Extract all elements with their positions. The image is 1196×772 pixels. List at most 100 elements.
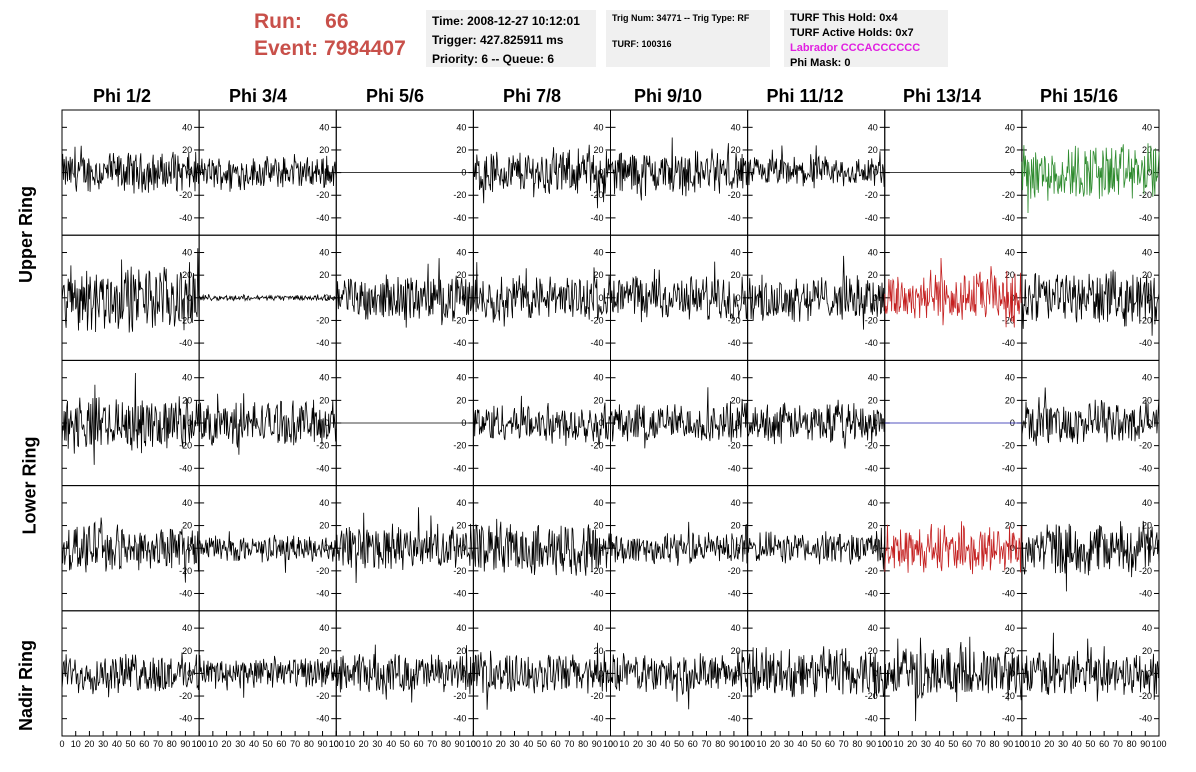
- y-tick-label: 0: [736, 543, 741, 553]
- waveform-trace: [747, 255, 886, 330]
- x-tick-label: 20: [770, 739, 780, 749]
- x-tick-label: 0: [1019, 739, 1024, 749]
- y-tick-label: -40: [316, 338, 329, 348]
- waveform-trace: [884, 636, 1023, 722]
- y-tick-label: 40: [868, 373, 878, 383]
- y-tick-label: -20: [453, 441, 466, 451]
- y-tick-label: -20: [728, 190, 741, 200]
- y-tick-label: -40: [865, 588, 878, 598]
- y-tick-label: -40: [865, 338, 878, 348]
- y-tick-label: 40: [593, 498, 603, 508]
- y-tick-label: 20: [593, 270, 603, 280]
- waveform-trace: [473, 642, 611, 710]
- x-tick-label: 50: [126, 739, 136, 749]
- waveform-trace: [473, 262, 611, 327]
- waveform-trace: [61, 145, 200, 194]
- y-tick-label: -20: [590, 566, 603, 576]
- y-tick-label: -20: [179, 315, 192, 325]
- waveform-trace: [61, 372, 200, 465]
- panel-r0-c0: -40 -20 0 20 40: [61, 109, 200, 236]
- x-tick-label: 0: [471, 739, 476, 749]
- x-tick-label: 70: [153, 739, 163, 749]
- y-tick-label: 40: [319, 498, 329, 508]
- y-tick-label: 40: [456, 498, 466, 508]
- x-tick-label: 10: [71, 739, 81, 749]
- y-tick-label: 0: [598, 293, 603, 303]
- y-tick-label: 20: [868, 395, 878, 405]
- x-tick-label: 20: [84, 739, 94, 749]
- y-tick-label: 40: [731, 248, 741, 258]
- y-tick-label: -40: [1139, 588, 1152, 598]
- x-tick-label: 40: [112, 739, 122, 749]
- x-tick-label: 10: [208, 739, 218, 749]
- x-tick-label: 90: [455, 739, 465, 749]
- panel-r1-c7: -40 -20 0 20 40: [1021, 234, 1160, 361]
- y-tick-label: 40: [868, 248, 878, 258]
- panel-r3-c4: -40 -20 0 20 40: [610, 485, 749, 612]
- x-tick-label: 80: [989, 739, 999, 749]
- y-tick-label: 40: [456, 623, 466, 633]
- x-tick-label: 80: [1127, 739, 1137, 749]
- x-tick-label: 20: [1044, 739, 1054, 749]
- y-tick-label: 20: [1142, 646, 1152, 656]
- x-tick-label: 50: [537, 739, 547, 749]
- y-tick-label: 20: [1005, 521, 1015, 531]
- y-tick-label: -40: [728, 213, 741, 223]
- y-tick-label: 20: [1142, 145, 1152, 155]
- turf-info-box: TURF This Hold: 0x4 TURF Active Holds: 0…: [784, 10, 948, 69]
- y-tick-label: 40: [731, 373, 741, 383]
- y-tick-label: -20: [316, 691, 329, 701]
- y-tick-label: 0: [1147, 668, 1152, 678]
- y-tick-label: -40: [453, 714, 466, 724]
- y-tick-label: -20: [590, 691, 603, 701]
- event-label: Event:: [254, 37, 319, 60]
- y-tick-label: 40: [456, 122, 466, 132]
- x-tick-label: 30: [647, 739, 657, 749]
- y-tick-label: 20: [1005, 646, 1015, 656]
- x-tick-label: 40: [1072, 739, 1082, 749]
- y-tick-label: 20: [456, 395, 466, 405]
- y-tick-label: 20: [868, 145, 878, 155]
- y-tick-label: -40: [590, 338, 603, 348]
- x-tick-label: 0: [745, 739, 750, 749]
- x-tick-label: 20: [222, 739, 232, 749]
- x-tick-label: 40: [660, 739, 670, 749]
- x-tick-label: 100: [877, 739, 892, 749]
- panel-r3-c6: -40 -20 0 20 40: [884, 485, 1023, 612]
- y-tick-label: 20: [731, 145, 741, 155]
- x-tick-label: 0: [197, 739, 202, 749]
- x-tick-label: 100: [192, 739, 207, 749]
- x-tick-label: 0: [59, 739, 64, 749]
- x-tick-label: 100: [603, 739, 618, 749]
- y-tick-label: 40: [182, 248, 192, 258]
- y-tick-label: 20: [1142, 521, 1152, 531]
- waveform-trace: [335, 507, 474, 584]
- x-tick-label: 70: [290, 739, 300, 749]
- y-tick-label: 40: [319, 373, 329, 383]
- y-tick-label: -20: [1002, 315, 1015, 325]
- y-tick-label: -20: [179, 691, 192, 701]
- column-label-phi-9-10: Phi 9/10: [633, 86, 703, 106]
- waveform-trace: [747, 646, 886, 699]
- y-tick-label: -40: [590, 588, 603, 598]
- x-tick-label: 100: [466, 739, 481, 749]
- waveform-trace: [747, 145, 886, 189]
- y-tick-label: 20: [456, 270, 466, 280]
- x-tick-label: 20: [633, 739, 643, 749]
- x-tick-label: 40: [523, 739, 533, 749]
- y-tick-label: 40: [731, 122, 741, 132]
- x-tick-label: 30: [372, 739, 382, 749]
- y-tick-label: -40: [453, 463, 466, 473]
- y-tick-label: 40: [182, 623, 192, 633]
- x-tick-label: 50: [400, 739, 410, 749]
- y-tick-label: 40: [319, 623, 329, 633]
- waveform-trace: [335, 644, 474, 703]
- y-tick-label: -20: [453, 315, 466, 325]
- y-tick-label: -20: [316, 566, 329, 576]
